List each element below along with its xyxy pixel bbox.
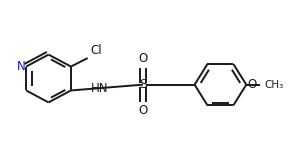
Text: N: N [17,60,26,73]
Text: S: S [139,78,147,91]
Text: CH₃: CH₃ [264,80,283,90]
Text: HN: HN [91,82,108,95]
Text: Cl: Cl [90,44,102,57]
Text: O: O [248,78,257,91]
Text: O: O [138,52,147,65]
Text: O: O [138,104,147,117]
